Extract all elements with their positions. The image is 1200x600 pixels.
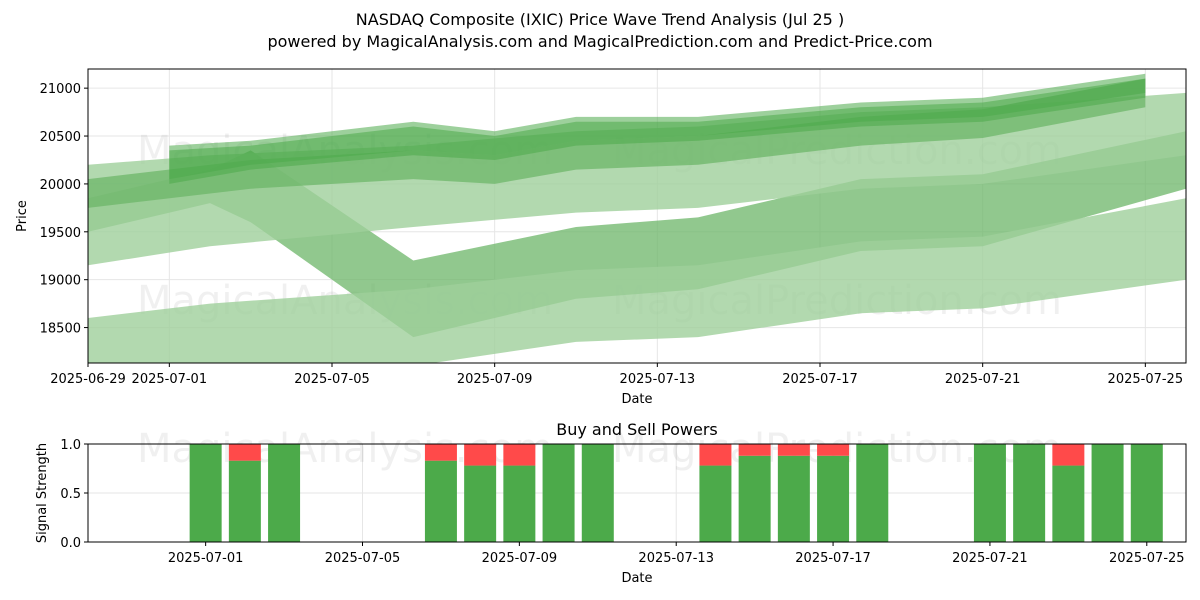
buy-bar	[1091, 444, 1124, 542]
sell-bar	[817, 444, 850, 456]
chart-subtitle: powered by MagicalAnalysis.com and Magic…	[267, 32, 933, 51]
buy-bar	[581, 444, 614, 542]
top-y-tick-label: 20500	[40, 130, 81, 145]
buy-bar	[268, 444, 301, 542]
bottom-y-tick-label: 1.0	[60, 438, 81, 453]
buy-bar	[424, 460, 457, 542]
buy-bar	[503, 465, 536, 542]
top-x-tick-label: 2025-07-25	[1108, 372, 1184, 387]
buy-bar	[1130, 444, 1163, 542]
sell-bar	[228, 444, 261, 461]
wave-bands	[88, 73, 1186, 363]
top-x-tick-label: 2025-07-13	[620, 372, 696, 387]
bottom-x-tick-label: 2025-07-01	[168, 551, 244, 566]
wave-band	[169, 78, 1146, 180]
buy-bar	[856, 444, 889, 542]
bottom-x-tick-label: 2025-07-25	[1109, 551, 1185, 566]
buy-bar	[973, 444, 1006, 542]
top-y-tick-label: 21000	[40, 82, 81, 97]
buy-bar	[817, 455, 850, 542]
sell-bar	[424, 444, 457, 461]
top-x-tick-label: 2025-07-17	[782, 372, 858, 387]
top-x-tick-label: 2025-07-05	[294, 372, 370, 387]
top-x-tick-label: 2025-07-01	[132, 372, 208, 387]
top-plot-frame	[87, 68, 1187, 364]
chart-title: NASDAQ Composite (IXIC) Price Wave Trend…	[355, 10, 845, 29]
buy-bar	[777, 455, 810, 542]
sell-bar	[503, 444, 536, 466]
bottom-y-tick-label: 0.0	[60, 536, 81, 551]
top-y-tick-label: 19000	[40, 274, 81, 289]
top-x-tick-label: 2025-06-29	[50, 372, 126, 387]
buy-bar	[699, 465, 732, 542]
bottom-x-tick-label: 2025-07-21	[952, 551, 1028, 566]
bottom-chart-title: Buy and Sell Powers	[556, 420, 718, 439]
sell-bar	[777, 444, 810, 456]
top-y-tick-label: 20000	[40, 178, 81, 193]
sell-bar	[699, 444, 732, 466]
sell-bar	[1052, 444, 1085, 466]
bottom-y-axis-label: Signal Strength	[35, 443, 50, 543]
bottom-x-tick-label: 2025-07-13	[638, 551, 714, 566]
wave-band	[88, 198, 1186, 363]
bottom-x-axis-label: Date	[621, 571, 652, 586]
top-y-tick-label: 18500	[40, 322, 81, 337]
buy-bar	[464, 465, 497, 542]
sell-bar	[738, 444, 771, 456]
buy-bar	[542, 444, 575, 542]
sell-bar	[464, 444, 497, 466]
buy-bar	[1052, 465, 1085, 542]
top-y-axis-label: Price	[15, 200, 30, 232]
buy-bar	[228, 460, 261, 542]
bottom-x-tick-label: 2025-07-05	[325, 551, 401, 566]
buy-bar	[1013, 444, 1046, 542]
bottom-y-tick-label: 0.5	[60, 487, 81, 502]
bottom-x-tick-label: 2025-07-09	[482, 551, 558, 566]
buy-bar	[189, 444, 222, 542]
top-y-tick-label: 19500	[40, 226, 81, 241]
top-x-tick-label: 2025-07-09	[457, 372, 533, 387]
top-x-axis-label: Date	[621, 392, 652, 407]
top-x-tick-label: 2025-07-21	[945, 372, 1021, 387]
buy-bar	[738, 455, 771, 542]
bottom-x-tick-label: 2025-07-17	[795, 551, 871, 566]
